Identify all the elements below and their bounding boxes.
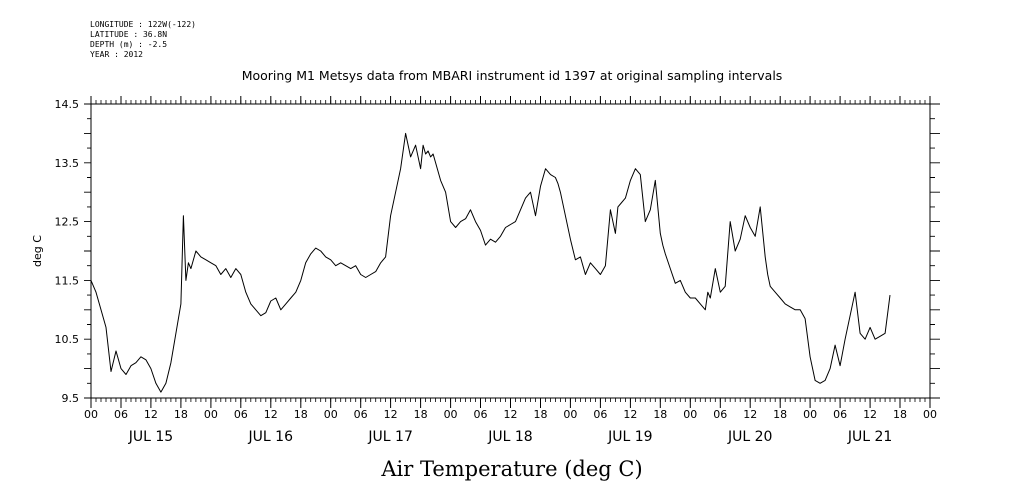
x-tick-label: 18: [533, 408, 547, 421]
x-tick-label: 00: [324, 408, 338, 421]
y-tick-label: 10.5: [55, 333, 80, 346]
x-tick-label: 12: [863, 408, 877, 421]
x-tick-marks: [90, 96, 931, 408]
x-tick-label: 12: [504, 408, 518, 421]
x-axis-label: Air Temperature (deg C): [380, 457, 642, 481]
y-axis: 9.5 10.5 11.5 12.5 13.5 14.5: [55, 98, 940, 405]
latitude-label: LATITUDE : 36.8N: [90, 30, 168, 39]
day-label: JUL 18: [487, 429, 532, 445]
x-tick-label: 00: [923, 408, 937, 421]
y-tick-label: 11.5: [55, 274, 80, 287]
x-tick-label: 00: [444, 408, 458, 421]
y-tick-label: 13.5: [55, 157, 80, 170]
y-tick-label: 12.5: [55, 216, 80, 229]
x-tick-label: 00: [204, 408, 218, 421]
x-tick-label: 00: [803, 408, 817, 421]
x-tick-label: 06: [713, 408, 727, 421]
x-tick-label: 06: [114, 408, 128, 421]
series-group: [90, 132, 891, 393]
x-tick-label: 18: [414, 408, 428, 421]
minor-tick-marks: [90, 100, 931, 402]
x-tick-label: 06: [234, 408, 248, 421]
depth-label: DEPTH (m) : -2.5: [90, 40, 168, 49]
x-tick-label: 06: [833, 408, 847, 421]
x-tick-label: 12: [623, 408, 637, 421]
hourly-tick-marks: [90, 100, 931, 402]
y-tick-marks: [84, 103, 940, 399]
day-label: JUL 19: [607, 429, 652, 445]
day-label: JUL 16: [248, 429, 294, 445]
x-tick-label: 06: [354, 408, 368, 421]
x-tick-label: 12: [144, 408, 158, 421]
y-axis-label: deg C: [31, 235, 44, 267]
day-label: JUL 15: [128, 429, 173, 445]
chart-title: Mooring M1 Metsys data from MBARI instru…: [242, 68, 783, 83]
day-label: JUL 20: [727, 429, 772, 445]
day-label: JUL 21: [847, 429, 892, 445]
x-tick-label: 00: [84, 408, 98, 421]
year-label: YEAR : 2012: [90, 50, 143, 59]
x-tick-label: 06: [593, 408, 607, 421]
air-temperature-line: [90, 132, 891, 393]
x-tick-label: 18: [893, 408, 907, 421]
longitude-label: LONGITUDE : 122W(-122): [90, 20, 196, 29]
x-tick-label: 00: [683, 408, 697, 421]
x-tick-label: 12: [384, 408, 398, 421]
x-tick-label: 06: [474, 408, 488, 421]
x-axis: 00 06 12 18 00 06 12 18 00 06 12 18 00 06 12 18 00 06 12 18…: [84, 96, 937, 445]
y-tick-label: 14.5: [55, 98, 80, 111]
x-tick-label: 00: [563, 408, 577, 421]
x-tick-label: 12: [743, 408, 757, 421]
day-label: JUL 17: [367, 429, 412, 445]
x-tick-label: 18: [653, 408, 667, 421]
x-tick-label: 12: [264, 408, 278, 421]
x-tick-label: 18: [773, 408, 787, 421]
y-tick-label: 9.5: [62, 392, 80, 405]
x-tick-label: 18: [174, 408, 188, 421]
x-tick-label: 18: [294, 408, 308, 421]
plot-frame: [90, 103, 931, 399]
station-metadata: LONGITUDE : 122W(-122) LATITUDE : 36.8N …: [90, 20, 196, 60]
